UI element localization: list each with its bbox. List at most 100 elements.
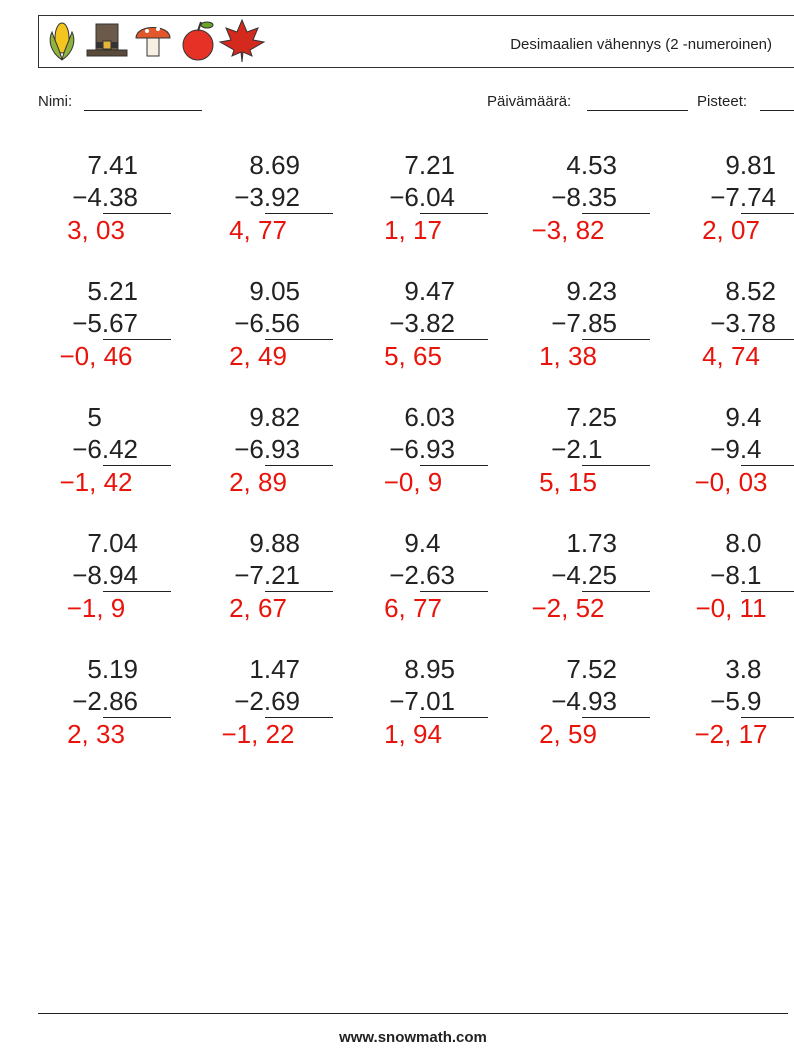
subtrahend: −7.74 [710,182,776,212]
subtrahend: −6.56 [234,308,300,338]
answer: 3, 03 [67,215,125,245]
minuend: 1.73 [566,528,617,558]
answer-line [420,717,488,718]
answer-line [265,339,333,340]
subtrahend: −8.35 [551,182,617,212]
footer-line [38,1013,788,1014]
answer: 1, 38 [539,341,597,371]
subtrahend: −3.78 [710,308,776,338]
subtrahend: −4.25 [551,560,617,590]
minuend: 8.69 [249,150,300,180]
hat-icon [86,23,128,57]
minuend: 7.41 [87,150,138,180]
answer: 2, 59 [539,719,597,749]
answer: −0, 11 [695,593,767,623]
minuend: 9.05 [249,276,300,306]
subtrahend: −5.67 [72,308,138,338]
answer-line [420,213,488,214]
answer: −1, 42 [59,467,133,497]
answer: 1, 94 [384,719,442,749]
subtrahend: −3.92 [234,182,300,212]
answer-line [265,213,333,214]
subtrahend: −6.42 [72,434,138,464]
subtrahend: −2.63 [389,560,455,590]
answer: −2, 17 [694,719,768,749]
answer-line [741,213,794,214]
answer-line [582,213,650,214]
minuend: 9.4 [404,528,441,558]
subtrahend: −2.69 [234,686,300,716]
minuend: 5.19 [87,654,138,684]
answer: 2, 07 [702,215,760,245]
answer: 5, 15 [539,467,597,497]
minuend: 7.52 [566,654,617,684]
answer: 1, 17 [384,215,442,245]
answer-line [103,213,171,214]
subtrahend: −7.21 [234,560,300,590]
answer-line [582,339,650,340]
answer-line [103,465,171,466]
minuend: 4.53 [566,150,617,180]
minuend: 5 [87,402,102,432]
minuend: 6.03 [404,402,455,432]
answer: 2, 67 [229,593,287,623]
minuend: 8.0 [725,528,762,558]
answer-line [741,339,794,340]
subtrahend: −7.85 [551,308,617,338]
name-line [84,110,202,111]
score-line [760,110,794,111]
answer: 2, 89 [229,467,287,497]
subtrahend: −6.04 [389,182,455,212]
answer: 4, 77 [229,215,287,245]
minuend: 1.47 [249,654,300,684]
minuend: 9.4 [725,402,762,432]
answer-line [741,717,794,718]
minuend: 9.47 [404,276,455,306]
subtrahend: −5.9 [710,686,762,716]
answer: −0, 03 [694,467,768,497]
corn-icon [49,22,75,61]
minuend: 7.04 [87,528,138,558]
answer-line [103,717,171,718]
answer-line [420,465,488,466]
minuend: 9.81 [725,150,776,180]
answer-line [741,465,794,466]
answer-line [265,717,333,718]
answer-line [265,591,333,592]
answer-line [582,717,650,718]
answer: 5, 65 [384,341,442,371]
answer-line [582,591,650,592]
minuend: 8.95 [404,654,455,684]
date-line [587,110,688,111]
footer-site: www.snowmath.com [339,1029,487,1046]
subtrahend: −2.86 [72,686,138,716]
score-label: Pisteet: [697,93,748,110]
minuend: 9.82 [249,402,300,432]
apple-icon [182,21,214,61]
answer-line [265,465,333,466]
minuend: 9.23 [566,276,617,306]
answer-line [420,591,488,592]
subtrahend: −4.38 [72,182,138,212]
answer-line [420,339,488,340]
leaf-icon [218,18,266,63]
minuend: 7.21 [404,150,455,180]
answer: 2, 49 [229,341,287,371]
minuend: 7.25 [566,402,617,432]
answer-line [582,465,650,466]
minuend: 5.21 [87,276,138,306]
header-box [38,15,794,68]
subtrahend: −8.1 [710,560,762,590]
answer: −1, 22 [221,719,295,749]
subtrahend: −7.01 [389,686,455,716]
subtrahend: −2.1 [551,434,603,464]
answer-line [741,591,794,592]
minuend: 9.88 [249,528,300,558]
answer: 4, 74 [702,341,760,371]
subtrahend: −4.93 [551,686,617,716]
date-label: Päivämäärä: [487,93,572,110]
answer: −2, 52 [531,593,605,623]
answer: −0, 9 [383,467,443,497]
answer: −1, 9 [66,593,126,623]
